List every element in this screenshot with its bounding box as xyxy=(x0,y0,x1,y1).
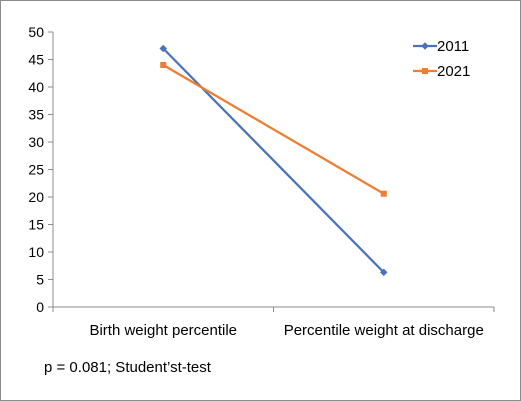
y-tick-label: 15 xyxy=(28,217,44,233)
y-tick-label: 0 xyxy=(36,299,44,315)
x-category-label: Birth weight percentile xyxy=(89,322,237,339)
data-point xyxy=(380,190,387,197)
y-tick-label: 50 xyxy=(28,24,44,40)
legend-item: 2021 xyxy=(413,63,470,80)
x-axis-ticks: Birth weight percentile Percentile weight… xyxy=(52,307,495,339)
legend-label: 2021 xyxy=(437,63,470,80)
significance-note: p = 0.081; Student’st-test xyxy=(44,359,211,376)
series-group xyxy=(159,44,388,277)
legend-swatch-marker xyxy=(421,42,429,50)
x-category-label: Percentile weight at discharge xyxy=(284,322,484,339)
y-tick-label: 45 xyxy=(28,52,44,68)
y-tick-label: 30 xyxy=(28,134,44,150)
y-tick-label: 5 xyxy=(36,272,44,288)
series-2021 xyxy=(160,62,387,197)
legend-swatch-marker xyxy=(422,68,428,74)
legend-label: 2011 xyxy=(437,38,469,55)
y-axis-ticks: 0 5 10 15 20 25 30 35 40 45 50 xyxy=(28,24,53,315)
series-line xyxy=(162,47,385,274)
series-line xyxy=(162,64,385,195)
y-tick-label: 25 xyxy=(28,162,44,178)
legend: 2011 2021 xyxy=(413,38,470,80)
y-tick-label: 35 xyxy=(28,107,44,123)
legend-item: 2011 xyxy=(413,38,469,55)
data-point xyxy=(160,62,167,68)
data-point xyxy=(159,44,168,53)
y-tick-label: 40 xyxy=(28,79,44,95)
series-2011 xyxy=(159,44,388,277)
y-tick-label: 20 xyxy=(28,189,44,205)
y-tick-label: 10 xyxy=(28,244,44,260)
data-point xyxy=(379,268,388,277)
